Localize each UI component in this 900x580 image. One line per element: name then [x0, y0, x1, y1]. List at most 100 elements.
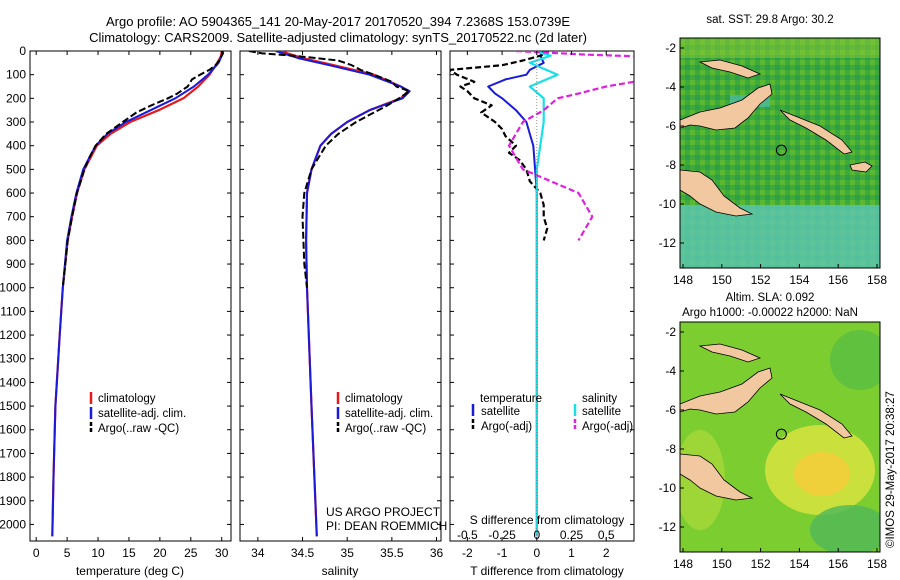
- depth-tick-label: 0: [19, 44, 26, 58]
- x-tick-label: 0: [33, 546, 40, 560]
- map-y-tick-label: -2: [665, 325, 676, 339]
- map-x-tick-label: 154: [789, 557, 809, 571]
- depth-tick-label: 500: [6, 162, 26, 176]
- difference-legend: temperature satellite Argo(-adj) salinit…: [471, 393, 633, 433]
- map-y-tick-label: -10: [659, 481, 677, 495]
- t-difference-axis-label: T difference from climatology: [470, 564, 624, 578]
- x-tick-label: 10: [91, 546, 105, 560]
- series-line-satellite-adj-clim-: [275, 51, 411, 537]
- s-tick-label: 0.5: [598, 528, 615, 542]
- s-difference-axis-label: S difference from climatology: [470, 513, 625, 527]
- sst-map-title: sat. SST: 29.8 Argo: 30.2: [706, 14, 833, 26]
- depth-tick-label: 700: [6, 210, 26, 224]
- depth-tick-label: 1600: [0, 423, 26, 437]
- figure-title-line-2: Climatology: CARS2009. Satellite-adjuste…: [89, 30, 587, 45]
- x-axes: 0 5 10 15 20 25 30 34 34.5 35 35.5 36 -2 -1 0 1 2 -0.5 -0.…: [33, 51, 615, 560]
- new-guinea-tip: [680, 169, 754, 217]
- map-x-tick-label: 150: [712, 557, 732, 571]
- sla-map: [680, 322, 880, 552]
- legend-climatology: climatology: [98, 393, 156, 405]
- depth-tick-label: 1500: [0, 399, 26, 413]
- depth-tick-label: 1200: [0, 328, 26, 342]
- sla-map-axes: 148 150 152 154 156 158 -2 -4 -6 -8 -10 -12: [659, 325, 888, 571]
- new-ireland-island: [698, 343, 762, 363]
- x-tick-label: 35: [341, 546, 355, 560]
- s-tick-label: 0.25: [560, 528, 584, 542]
- depth-tick-label: 1300: [0, 352, 26, 366]
- depth-tick-label: 600: [6, 186, 26, 200]
- sla-low-anomaly: [830, 330, 880, 390]
- depth-tick-label: 1900: [0, 494, 26, 508]
- legend-t-satellite: satellite: [481, 406, 520, 418]
- legend-heading-temperature: temperature: [480, 393, 542, 405]
- x-tick-label: 34: [251, 546, 265, 560]
- argo-position-marker: [775, 144, 787, 156]
- x-tick-label: 20: [153, 546, 167, 560]
- x-tick-label: 35.5: [380, 546, 404, 560]
- sst-map-axes: 148 150 152 154 156 158 -2 -4 -6 -8 -10 -12: [659, 41, 888, 287]
- x-tick-label: 15: [122, 546, 136, 560]
- map-y-tick-label: -12: [659, 520, 677, 534]
- argo-position-marker: [775, 428, 787, 440]
- depth-tick-label: 1100: [0, 304, 26, 318]
- depth-tick-label: 2000: [0, 517, 26, 531]
- depth-tick-label: 1800: [0, 470, 26, 484]
- new-britain-island: [680, 367, 773, 415]
- map-x-tick-label: 158: [867, 557, 887, 571]
- depth-tick-label: 1400: [0, 375, 26, 389]
- credit-line-1: US ARGO PROJECT: [326, 505, 441, 519]
- series-line-temperature-argo-adj-: [450, 51, 549, 241]
- map-y-tick-label: -10: [659, 197, 677, 211]
- map-x-tick-label: 156: [828, 557, 848, 571]
- map-x-tick-label: 150: [712, 273, 732, 287]
- bougainville-island: [779, 109, 853, 155]
- depth-axis: 0 100 200 300 400 500 600 700 800 900 1000 1100 1200…: [0, 44, 634, 531]
- salinity-panel: [239, 50, 442, 542]
- map-x-tick-label: 148: [673, 273, 693, 287]
- sst-map-frame: [679, 37, 881, 269]
- x-tick-label: 2: [603, 546, 610, 560]
- x-tick-label: 36: [430, 546, 444, 560]
- x-tick-label: 1: [568, 546, 575, 560]
- new-britain-island: [680, 83, 773, 131]
- legend-argo: Argo(..raw -QC): [345, 423, 426, 435]
- x-tick-label: 5: [64, 546, 71, 560]
- map-y-tick-label: -8: [665, 158, 676, 172]
- legend-satellite-adj: satellite-adj. clim.: [98, 408, 186, 420]
- series-line-salinity-argo-adj-: [507, 51, 634, 241]
- temperature-legend: climatology satellite-adj. clim. Argo(..…: [89, 392, 186, 435]
- sst-warm-band: [680, 38, 880, 58]
- depth-tick-label: 100: [6, 68, 26, 82]
- x-tick-label: 25: [184, 546, 198, 560]
- map-y-tick-label: -6: [665, 119, 676, 133]
- x-tick-label: 30: [215, 546, 229, 560]
- salinity-axis-label: salinity: [322, 564, 359, 578]
- map-y-tick-label: -6: [665, 403, 676, 417]
- x-tick-label: -1: [497, 546, 508, 560]
- s-tick-label: -0.25: [488, 528, 516, 542]
- legend-satellite-adj: satellite-adj. clim.: [345, 408, 433, 420]
- legend-heading-salinity: salinity: [582, 393, 617, 405]
- difference-panel: [449, 50, 635, 542]
- map-y-tick-label: -2: [665, 41, 676, 55]
- map-x-tick-label: 148: [673, 557, 693, 571]
- legend-t-argo: Argo(-adj): [481, 421, 532, 433]
- sla-south-low: [810, 505, 880, 552]
- new-ireland-island: [698, 59, 762, 79]
- depth-tick-label: 200: [6, 91, 26, 105]
- map-y-tick-label: -4: [665, 364, 676, 378]
- depth-tick-label: 1700: [0, 446, 26, 460]
- credit-line-2: PI: DEAN ROEMMICH: [326, 519, 447, 533]
- map-x-tick-label: 156: [828, 273, 848, 287]
- sla-map-title-1: Altim. SLA: 0.092: [726, 292, 815, 304]
- map-y-tick-label: -12: [659, 236, 677, 250]
- depth-tick-label: 300: [6, 115, 26, 129]
- series-line-argo-raw-qc-: [248, 51, 411, 288]
- imos-stamp: ©IMOS 29-May-2017 20:38:27: [885, 391, 897, 548]
- map-x-tick-label: 154: [789, 273, 809, 287]
- argo-position-markers: [775, 144, 787, 440]
- sla-map-title-2: Argo h1000: -0.00022 h2000: NaN: [682, 307, 858, 319]
- x-tick-label: 0: [533, 546, 540, 560]
- map-x-tick-label: 158: [867, 273, 887, 287]
